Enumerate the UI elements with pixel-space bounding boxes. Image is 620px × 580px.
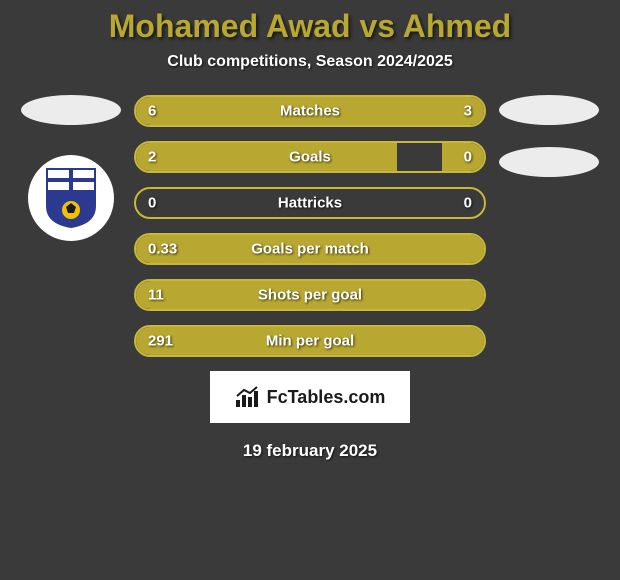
- stat-label: Matches: [280, 103, 340, 120]
- stat-row: 0 0 Hattricks: [134, 187, 486, 219]
- stat-label: Hattricks: [278, 195, 342, 212]
- club-shield-icon: [44, 166, 98, 230]
- stat-row: 0.33 Goals per match: [134, 233, 486, 265]
- stat-label: Min per goal: [266, 333, 354, 350]
- stat-row: 291 Min per goal: [134, 325, 486, 357]
- stat-fill-left: [136, 143, 397, 171]
- date-text: 19 february 2025: [0, 441, 620, 461]
- stat-left-value: 2: [148, 149, 156, 166]
- subtitle: Club competitions, Season 2024/2025: [0, 53, 620, 71]
- player2-club-placeholder: [499, 147, 599, 177]
- right-player-col: [494, 95, 604, 177]
- comparison-infographic: Mohamed Awad vs Ahmed Club competitions,…: [0, 0, 620, 461]
- stat-row: 6 3 Matches: [134, 95, 486, 127]
- stat-label: Goals per match: [251, 241, 369, 258]
- left-player-col: [16, 95, 126, 241]
- stat-left-value: 291: [148, 333, 173, 350]
- page-title: Mohamed Awad vs Ahmed: [0, 8, 620, 45]
- stat-left-value: 11: [148, 287, 164, 304]
- stat-right-value: 3: [464, 103, 472, 120]
- brand-chart-icon: [235, 386, 261, 408]
- stat-left-value: 0.33: [148, 241, 177, 258]
- stat-row: 11 Shots per goal: [134, 279, 486, 311]
- stat-right-value: 0: [464, 195, 472, 212]
- stats-bars: 6 3 Matches 2 0 Goals 0 0 Hattricks 0.33 Goals per…: [134, 95, 486, 357]
- player1-club-badge: [28, 155, 114, 241]
- stat-label: Goals: [289, 149, 331, 166]
- stat-right-value: 0: [464, 149, 472, 166]
- brand-box: FcTables.com: [210, 371, 410, 423]
- stat-left-value: 6: [148, 103, 156, 120]
- player1-avatar-placeholder: [21, 95, 121, 125]
- main-row: 6 3 Matches 2 0 Goals 0 0 Hattricks 0.33 Goals per…: [0, 95, 620, 357]
- brand-text: FcTables.com: [267, 387, 386, 408]
- stat-left-value: 0: [148, 195, 156, 212]
- stat-label: Shots per goal: [258, 287, 362, 304]
- player2-avatar-placeholder: [499, 95, 599, 125]
- stat-row: 2 0 Goals: [134, 141, 486, 173]
